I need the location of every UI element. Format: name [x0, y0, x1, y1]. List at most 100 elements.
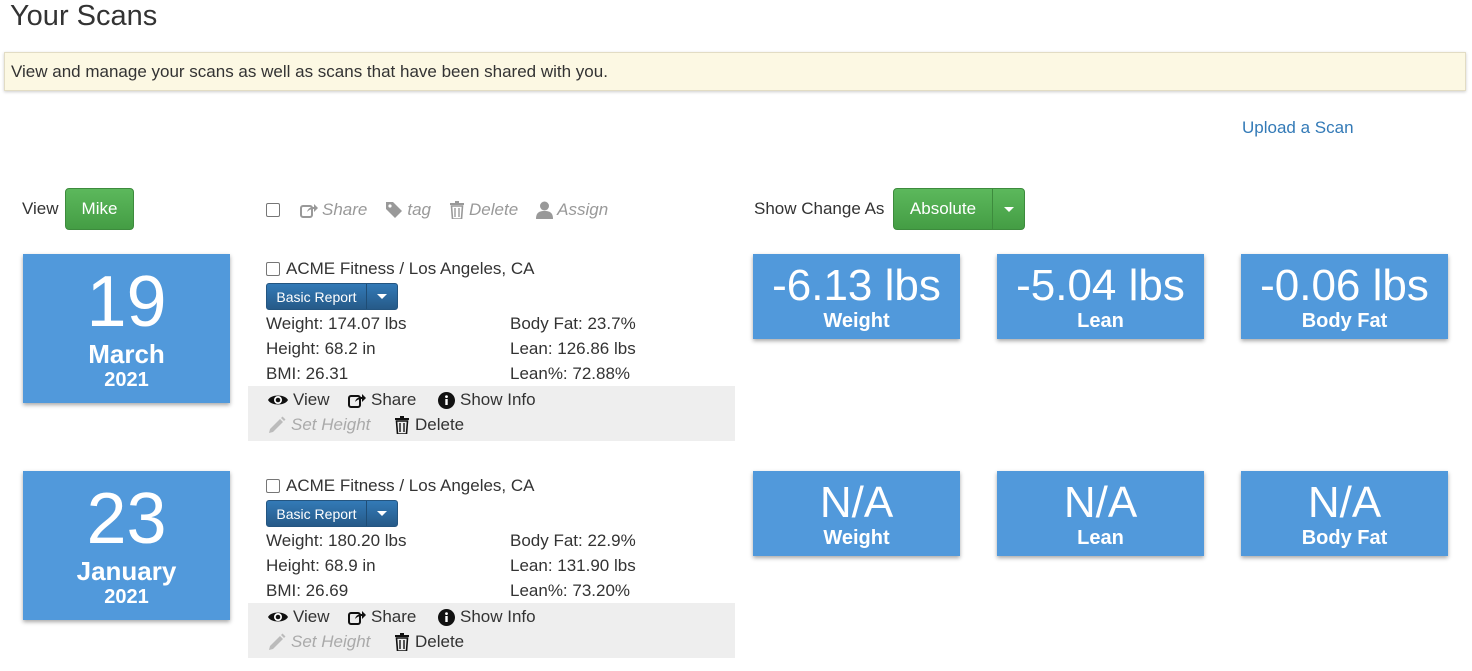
stat-height: Height: 68.9 in [266, 556, 376, 575]
change-tile-body-fat: -0.06 lbs Body Fat [1241, 254, 1448, 339]
stat-height: Height: 68.2 in [266, 339, 376, 358]
change-tile-lean: -5.04 lbs Lean [997, 254, 1204, 339]
trash-icon [449, 201, 465, 219]
scan-location-text: ACME Fitness / Los Angeles, CA [286, 259, 535, 278]
report-dropdown[interactable]: Basic Report [266, 283, 398, 310]
eye-icon [268, 610, 288, 624]
delete-scan-label: Delete [415, 632, 465, 651]
change-tile-body-fat: N/A Body Fat [1241, 471, 1448, 556]
bulk-share-label: Share [322, 200, 368, 219]
bulk-tag-label: tag [407, 200, 432, 219]
show-change-label: Show Change As [754, 199, 885, 218]
change-label: Body Fat [1301, 310, 1388, 332]
stat-body-fat: Body Fat: 22.9% [510, 531, 636, 550]
view-label: View [22, 199, 59, 218]
change-value: -0.06 lbs [1260, 261, 1429, 310]
scan-day: 23 [86, 479, 167, 559]
change-value: -6.13 lbs [772, 261, 941, 310]
share-icon [348, 392, 366, 408]
stat-bmi: BMI: 26.31 [266, 364, 349, 383]
share-icon [348, 609, 366, 625]
user-filter-button[interactable]: Mike [65, 188, 134, 230]
set-height-label: Set Height [291, 415, 371, 434]
bulk-delete-button[interactable]: Delete [449, 200, 518, 220]
change-label: Weight [823, 527, 890, 549]
change-value: N/A [819, 478, 894, 527]
delete-scan-button[interactable]: Delete [394, 632, 464, 652]
trash-icon [394, 416, 410, 434]
report-dropdown[interactable]: Basic Report [266, 500, 398, 527]
show-info-label: Show Info [460, 607, 536, 626]
bulk-tag-button[interactable]: tag [385, 200, 431, 220]
bulk-share-button[interactable]: Share [300, 200, 367, 220]
scan-year: 2021 [104, 586, 149, 608]
set-height-button[interactable]: Set Height [268, 415, 370, 435]
share-scan-label: Share [371, 390, 417, 409]
chevron-down-icon[interactable] [993, 189, 1024, 229]
scan-year: 2021 [104, 369, 149, 391]
tag-icon [385, 201, 403, 219]
scan-actions-panel: View Share Show Info Set Height Delete [248, 386, 735, 441]
change-mode-value[interactable]: Absolute [894, 189, 993, 229]
change-mode-dropdown[interactable]: Absolute [893, 188, 1025, 230]
delete-scan-label: Delete [415, 415, 465, 434]
trash-icon [394, 633, 410, 651]
page-title: Your Scans [10, 0, 158, 32]
view-scan-label: View [293, 390, 330, 409]
change-label: Weight [823, 310, 890, 332]
change-value: -5.04 lbs [1016, 261, 1185, 310]
pencil-icon [268, 633, 286, 651]
scan-date-tile: 23 January 2021 [23, 471, 230, 620]
user-icon [536, 201, 554, 219]
report-dropdown-value[interactable]: Basic Report [267, 501, 367, 526]
scan-select-checkbox[interactable] [266, 479, 280, 493]
change-label: Lean [1077, 310, 1124, 332]
change-tile-weight: -6.13 lbs Weight [753, 254, 960, 339]
view-scan-button[interactable]: View [268, 607, 330, 627]
info-icon [438, 391, 455, 409]
show-info-button[interactable]: Show Info [438, 390, 536, 410]
pencil-icon [268, 416, 286, 434]
scan-date-tile: 19 March 2021 [23, 254, 230, 403]
bulk-delete-label: Delete [469, 200, 519, 219]
scan-location: ACME Fitness / Los Angeles, CA [266, 259, 535, 279]
share-scan-button[interactable]: Share [348, 607, 416, 627]
scan-actions-panel: View Share Show Info Set Height Delete [248, 603, 735, 658]
show-info-button[interactable]: Show Info [438, 607, 536, 627]
stat-lean-pct: Lean%: 72.88% [510, 364, 631, 383]
bulk-toolbar: Share tag Delete Assign [266, 200, 608, 220]
share-icon [300, 202, 318, 218]
scan-month: March [88, 339, 165, 369]
change-tile-weight: N/A Weight [753, 471, 960, 556]
share-scan-button[interactable]: Share [348, 390, 416, 410]
view-scan-button[interactable]: View [268, 390, 330, 410]
scan-month: January [76, 556, 177, 586]
chevron-down-icon[interactable] [367, 284, 397, 309]
scan-day: 19 [86, 262, 167, 342]
info-icon [438, 608, 455, 626]
change-label: Body Fat [1301, 527, 1388, 549]
stat-body-fat: Body Fat: 23.7% [510, 314, 636, 333]
stat-lean-pct: Lean%: 73.20% [510, 581, 631, 600]
scan-location: ACME Fitness / Los Angeles, CA [266, 476, 535, 496]
scan-select-checkbox[interactable] [266, 262, 280, 276]
select-all-checkbox[interactable] [266, 203, 280, 217]
chevron-down-icon[interactable] [367, 501, 397, 526]
show-info-label: Show Info [460, 390, 536, 409]
bulk-assign-button[interactable]: Assign [536, 200, 608, 220]
eye-icon [268, 393, 288, 407]
stat-weight: Weight: 180.20 lbs [266, 531, 407, 550]
upload-scan-link[interactable]: Upload a Scan [1242, 118, 1354, 137]
stat-lean: Lean: 131.90 lbs [510, 556, 636, 575]
bulk-assign-label: Assign [557, 200, 609, 219]
delete-scan-button[interactable]: Delete [394, 415, 464, 435]
view-scan-label: View [293, 607, 330, 626]
set-height-label: Set Height [291, 632, 371, 651]
report-dropdown-value[interactable]: Basic Report [267, 284, 367, 309]
stat-weight: Weight: 174.07 lbs [266, 314, 407, 333]
share-scan-label: Share [371, 607, 417, 626]
change-tile-lean: N/A Lean [997, 471, 1204, 556]
set-height-button[interactable]: Set Height [268, 632, 370, 652]
change-label: Lean [1077, 527, 1124, 549]
change-value: N/A [1063, 478, 1138, 527]
